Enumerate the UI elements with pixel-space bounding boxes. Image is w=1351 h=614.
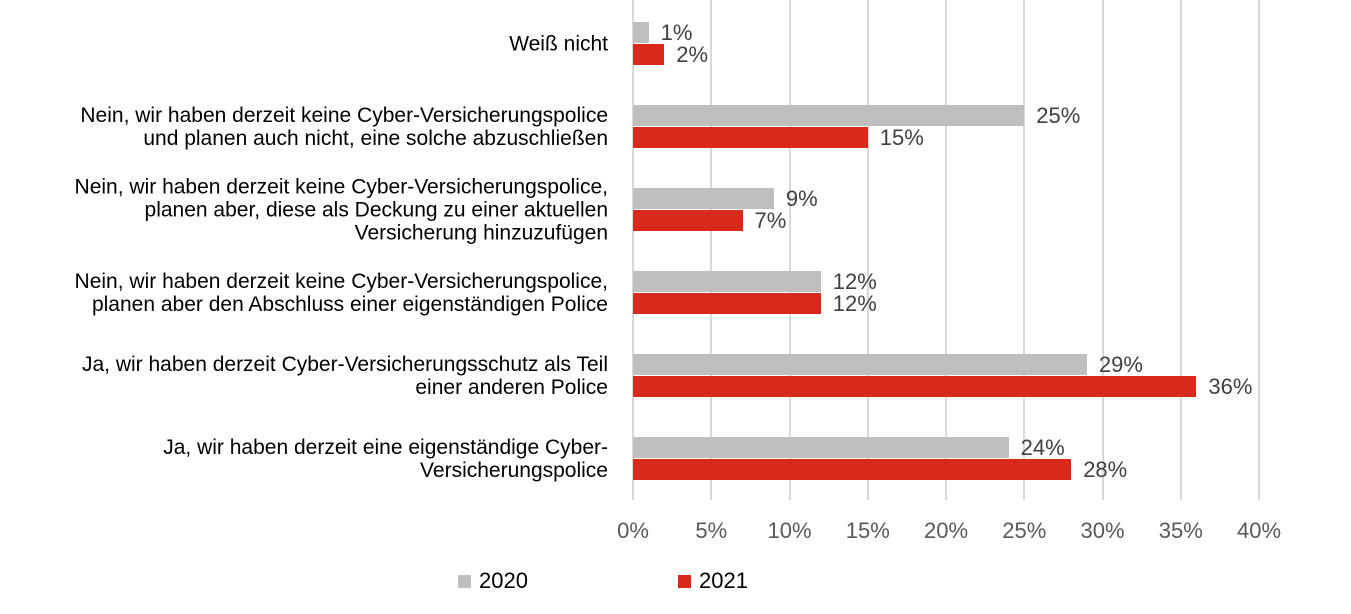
gridline	[1023, 0, 1026, 500]
data-label: 36%	[1208, 374, 1253, 399]
bar-2020	[633, 188, 774, 209]
bar-2020	[633, 354, 1087, 375]
data-label: 9%	[785, 186, 818, 211]
x-tick-label: 30%	[1080, 518, 1125, 543]
category-label: Nein, wir haben derzeit keine Cyber-Vers…	[74, 175, 608, 245]
legend-label: 2021	[699, 568, 748, 593]
gridline	[945, 0, 947, 500]
gridline	[710, 0, 713, 500]
data-label: 1%	[660, 20, 693, 45]
data-label: 15%	[879, 125, 924, 150]
bar-2020	[633, 271, 821, 292]
bar-2020	[633, 22, 649, 43]
gridline	[788, 0, 791, 500]
category-label: Weiß nicht	[509, 32, 608, 56]
category-label: Nein, wir haben derzeit keine Cyber-Vers…	[74, 270, 608, 316]
x-tick-label: 5%	[695, 518, 728, 543]
x-tick-label: 40%	[1236, 518, 1282, 543]
legend-item-2020: 2020	[458, 568, 528, 594]
bar-2021	[633, 459, 1072, 480]
legend-swatch	[458, 574, 471, 588]
bar-2021	[633, 376, 1197, 397]
category-label: Nein, wir haben derzeit keine Cyber-Vers…	[80, 104, 608, 150]
gridline	[866, 0, 869, 500]
legend-label: 2020	[479, 568, 528, 593]
bar-2021	[633, 293, 821, 314]
x-tick-label: 15%	[845, 518, 890, 543]
legend-item-2021: 2021	[678, 568, 748, 594]
bar-2020	[633, 105, 1025, 126]
x-tick-label: 20%	[923, 518, 969, 543]
x-tick-label: 10%	[767, 518, 812, 543]
x-tick-label: 25%	[1002, 518, 1047, 543]
x-tick-label: 35%	[1158, 518, 1203, 543]
data-label: 28%	[1083, 457, 1128, 482]
gridline	[1258, 0, 1260, 500]
bar-2020	[633, 437, 1009, 458]
x-tick-label: 0%	[617, 518, 649, 543]
bar-2021	[633, 44, 665, 65]
gridline	[632, 0, 634, 500]
gridline	[1101, 0, 1104, 500]
bar-2021	[633, 127, 868, 148]
data-label: 2%	[676, 42, 709, 67]
category-label: Ja, wir haben derzeit Cyber-Versicherung…	[81, 353, 608, 399]
data-label: 12%	[832, 291, 877, 316]
legend-swatch	[678, 574, 691, 588]
data-label: 24%	[1020, 435, 1065, 460]
gridline	[1179, 0, 1182, 500]
category-label: Ja, wir haben derzeit eine eigenständige…	[163, 436, 608, 482]
data-label: 12%	[832, 269, 877, 294]
data-label: 29%	[1098, 352, 1143, 377]
data-label: 7%	[754, 208, 787, 233]
data-label: 25%	[1036, 103, 1081, 128]
bar-2021	[633, 210, 743, 231]
